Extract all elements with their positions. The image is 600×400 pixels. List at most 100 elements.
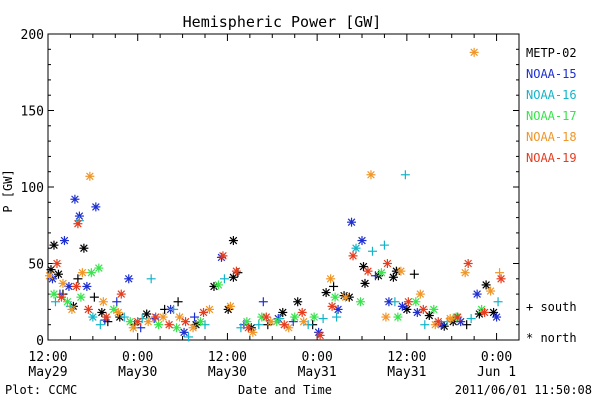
north-point xyxy=(179,327,189,337)
north-point xyxy=(382,259,392,268)
x-tick-label-date: May29 xyxy=(28,365,67,380)
north-point xyxy=(381,312,391,322)
y-tick-label: 150 xyxy=(21,105,44,120)
south-point xyxy=(400,170,410,180)
north-point xyxy=(164,320,174,330)
x-tick-label-time: 0:00 xyxy=(481,350,512,365)
north-point xyxy=(248,327,258,337)
north-point xyxy=(293,297,303,307)
north-point xyxy=(53,269,63,279)
north-point xyxy=(154,320,164,330)
north-point xyxy=(297,307,307,317)
y-tick-label: 200 xyxy=(21,28,44,43)
north-point xyxy=(44,271,54,281)
north-point xyxy=(321,288,331,298)
north-point xyxy=(52,259,62,268)
legend-south-marker: + south xyxy=(526,300,577,314)
north-point xyxy=(86,268,96,278)
north-point xyxy=(396,266,406,276)
north-point xyxy=(415,289,425,299)
south-point xyxy=(146,274,156,284)
north-point xyxy=(175,312,185,322)
north-point xyxy=(196,317,206,327)
south-point xyxy=(173,297,183,307)
south-point xyxy=(390,297,400,307)
north-point xyxy=(327,301,337,311)
x-axis: 12:00May290:00May3012:00May300:00May3112… xyxy=(28,34,520,380)
north-point xyxy=(348,251,358,261)
north-point xyxy=(73,219,83,229)
north-point xyxy=(124,274,134,284)
x-tick-label-date: May30 xyxy=(118,365,157,380)
north-point xyxy=(492,312,502,322)
north-point xyxy=(326,274,336,284)
x-tick-label-time: 12:00 xyxy=(28,350,67,365)
north-point xyxy=(418,304,428,314)
north-point xyxy=(83,304,93,314)
chart-title: Hemispheric Power [GW] xyxy=(183,13,382,31)
south-point xyxy=(73,274,83,284)
south-point xyxy=(367,246,377,256)
north-point xyxy=(278,307,288,317)
north-point xyxy=(58,278,68,288)
north-point xyxy=(101,312,111,322)
north-point xyxy=(403,297,413,307)
north-point xyxy=(181,317,191,327)
south-point xyxy=(420,320,430,330)
north-point xyxy=(49,289,59,299)
north-point xyxy=(59,236,69,246)
north-point xyxy=(347,217,357,227)
north-point xyxy=(67,304,77,314)
north-point xyxy=(85,171,95,181)
series-metp-02 xyxy=(46,236,499,333)
y-axis: 0 50 100 150 200 xyxy=(21,28,519,349)
north-point xyxy=(172,323,182,333)
x-tick-label-time: 0:00 xyxy=(122,350,153,365)
north-point xyxy=(384,297,394,307)
north-point xyxy=(469,47,479,57)
north-point xyxy=(460,268,470,278)
north-point xyxy=(94,263,104,273)
y-tick-label: 50 xyxy=(28,258,44,273)
legend-entry-noaa-15: NOAA-15 xyxy=(526,67,577,81)
legend-north-marker: * north xyxy=(526,331,577,345)
south-point xyxy=(318,314,328,324)
north-point xyxy=(116,289,126,299)
north-point xyxy=(62,297,72,307)
series-noaa-19 xyxy=(52,219,506,340)
legend-entry-noaa-16: NOAA-16 xyxy=(526,88,577,102)
north-point xyxy=(49,240,59,250)
south-point xyxy=(258,297,268,307)
north-point xyxy=(445,314,455,324)
south-point xyxy=(466,314,476,324)
north-point xyxy=(315,330,325,340)
north-point xyxy=(402,304,412,314)
south-point xyxy=(219,274,229,284)
north-point xyxy=(472,289,482,299)
north-point xyxy=(231,266,241,276)
north-point xyxy=(77,268,87,278)
north-point xyxy=(366,170,376,180)
south-point xyxy=(332,312,342,322)
y-axis-label: P [GW] xyxy=(1,169,15,212)
north-point xyxy=(429,304,439,314)
north-point xyxy=(228,236,238,246)
x-tick-label-time: 12:00 xyxy=(387,350,426,365)
series-noaa-16 xyxy=(50,170,503,342)
north-point xyxy=(228,272,238,282)
legend-entry-noaa-18: NOAA-18 xyxy=(526,130,577,144)
north-point xyxy=(351,243,361,253)
north-point xyxy=(76,292,86,302)
north-point xyxy=(363,266,373,276)
north-point xyxy=(433,317,443,327)
north-point xyxy=(356,297,366,307)
north-point xyxy=(98,297,108,307)
north-point xyxy=(309,312,319,322)
x-tick-label-date: May31 xyxy=(387,365,426,380)
south-point xyxy=(112,297,122,307)
north-point xyxy=(91,202,101,212)
north-point xyxy=(333,304,343,314)
x-tick-label-date: May30 xyxy=(208,365,247,380)
north-point xyxy=(188,323,198,333)
north-point xyxy=(496,274,506,284)
